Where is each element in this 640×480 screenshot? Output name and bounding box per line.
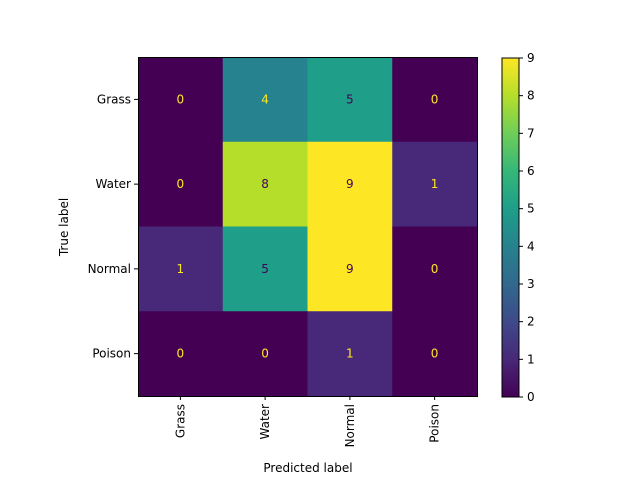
y-axis-label: True label [57, 198, 71, 257]
heatmap-cells [138, 57, 478, 397]
heatmap-cell [138, 57, 224, 143]
heatmap-cell [307, 226, 393, 312]
cell-value-label: 4 [261, 92, 269, 106]
plot-frame [138, 57, 478, 397]
colorbar-tick-label: 3 [527, 277, 535, 291]
x-axis-label: Predicted label [263, 461, 352, 475]
heatmap-cell [307, 141, 393, 227]
cell-value-label: 0 [177, 177, 185, 191]
x-tick-label: Grass [173, 404, 187, 438]
y-tick-label: Normal [88, 262, 131, 276]
colorbar-tick-label: 0 [527, 390, 535, 404]
heatmap-cell [392, 57, 478, 143]
colorbar [501, 57, 520, 398]
colorbar-tick-label: 6 [527, 164, 535, 178]
x-tick-label: Water [258, 404, 272, 440]
colorbar-ticks: 0 1 2 3 4 5 6 7 8 9 [519, 51, 535, 404]
cell-value-label: 0 [431, 347, 439, 361]
y-tick-label: Water [96, 177, 132, 191]
heatmap-cell [392, 141, 478, 227]
cell-value-label: 5 [346, 92, 354, 106]
heatmap-cell [138, 226, 224, 312]
cell-value-label: 0 [177, 347, 185, 361]
cell-value-label: 0 [177, 92, 185, 106]
heatmap-cell [392, 311, 478, 397]
colorbar-tick-label: 4 [527, 239, 535, 253]
cell-value-label: 5 [261, 262, 269, 276]
heatmap-cell [138, 141, 224, 227]
cell-value-label: 0 [261, 347, 269, 361]
cell-value-label: 9 [346, 177, 354, 191]
cell-value-label: 1 [431, 177, 439, 191]
cell-value-label: 1 [346, 347, 354, 361]
x-axis-ticks: Grass Water Normal Poison [173, 396, 442, 447]
colorbar-tick-label: 9 [527, 51, 535, 65]
y-axis-ticks: Grass Water Normal Poison [88, 92, 138, 361]
heatmap-cell [138, 311, 224, 397]
heatmap-cell [392, 226, 478, 312]
heatmap-cell [222, 226, 308, 312]
heatmap-cell [222, 57, 308, 143]
cell-value-label: 8 [261, 177, 269, 191]
cell-value-label: 1 [177, 262, 185, 276]
heatmap-cell [307, 311, 393, 397]
cell-value-label: 9 [346, 262, 354, 276]
heatmap-cell [222, 311, 308, 397]
colorbar-tick-label: 8 [527, 89, 535, 103]
y-tick-label: Grass [97, 92, 131, 106]
colorbar-tick-label: 1 [527, 352, 535, 366]
heatmap-cell-labels: 0 4 5 0 0 8 9 1 1 5 9 0 0 0 1 0 [177, 92, 439, 360]
x-tick-label: Poison [428, 404, 442, 443]
cell-value-label: 0 [431, 92, 439, 106]
colorbar-tick-label: 5 [527, 202, 535, 216]
colorbar-tick-label: 7 [527, 126, 535, 140]
colorbar-tick-label: 2 [527, 315, 535, 329]
heatmap-cell [222, 141, 308, 227]
heatmap-cell [307, 57, 393, 143]
y-tick-label: Poison [92, 347, 131, 361]
cell-value-label: 0 [431, 262, 439, 276]
x-tick-label: Normal [343, 404, 357, 447]
